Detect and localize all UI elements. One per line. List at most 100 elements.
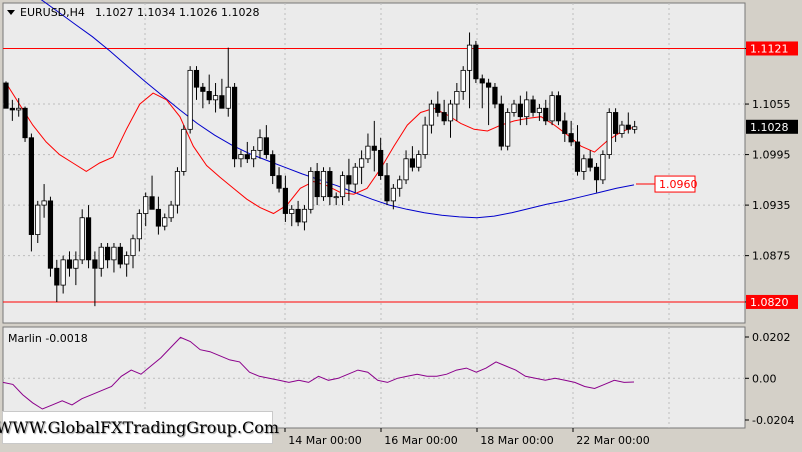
candle-body bbox=[327, 171, 333, 198]
indicator-tick-label: 0.0202 bbox=[752, 331, 791, 344]
candle-body bbox=[111, 246, 117, 261]
support-resistance-levels bbox=[3, 47, 745, 303]
candle-body bbox=[619, 124, 625, 134]
level-label-box bbox=[746, 294, 798, 309]
candle-body bbox=[435, 103, 441, 113]
candle-body bbox=[22, 107, 28, 139]
candle-body bbox=[9, 107, 15, 111]
indicator-tick-label: 0.00 bbox=[752, 372, 777, 385]
chart-menu-triangle-icon[interactable] bbox=[7, 10, 15, 15]
candle-body bbox=[73, 259, 79, 269]
price-tick-label: 1.0935 bbox=[752, 199, 791, 212]
candle-body bbox=[384, 175, 390, 202]
current-price-box bbox=[746, 119, 798, 134]
time-tick-label: 22 Mar 00:00 bbox=[576, 434, 649, 447]
candle-body bbox=[136, 213, 142, 240]
candle-body bbox=[555, 95, 562, 122]
indicator-axis: 0.0202 0.00 -0.0204 bbox=[745, 331, 794, 427]
candle-body bbox=[536, 107, 543, 113]
candle-body bbox=[352, 166, 358, 185]
candle-body bbox=[441, 112, 447, 122]
candle-body bbox=[403, 158, 409, 181]
candle-body bbox=[314, 171, 320, 198]
candle-body bbox=[606, 112, 612, 155]
indicator-label: Marlin -0.0018 bbox=[8, 332, 88, 345]
candle-body bbox=[511, 103, 517, 113]
candle-body bbox=[219, 95, 225, 109]
candle-body bbox=[200, 86, 206, 92]
candle-body bbox=[282, 187, 289, 214]
candle-body bbox=[593, 166, 600, 181]
level-label: 1.0820 bbox=[750, 296, 789, 309]
slow-ma-line bbox=[40, 0, 635, 219]
candle-body bbox=[498, 103, 504, 147]
candle-body bbox=[447, 103, 454, 122]
candle-body bbox=[263, 137, 269, 155]
candle-body bbox=[339, 175, 346, 198]
candle-body bbox=[390, 187, 396, 202]
price-tick-label: 1.0995 bbox=[752, 149, 791, 162]
fast-ma-line bbox=[5, 82, 635, 215]
candle-body bbox=[54, 267, 60, 286]
candle-body bbox=[193, 69, 200, 88]
indicator-tick-label: -0.0204 bbox=[752, 414, 794, 427]
candle-body bbox=[625, 124, 631, 130]
current-price-label: 1.1028 bbox=[750, 121, 789, 134]
candle-body bbox=[85, 217, 92, 261]
moving-averages bbox=[5, 0, 635, 219]
header-ohlc: 1.1027 1.1034 1.1026 1.1028 bbox=[95, 6, 259, 19]
candle-body bbox=[308, 171, 314, 210]
target-label: 1.0960 bbox=[659, 178, 698, 191]
candle-body bbox=[301, 208, 308, 223]
candle-body bbox=[530, 99, 536, 113]
candle-body bbox=[98, 246, 104, 269]
candle-body bbox=[371, 145, 377, 151]
candle-body bbox=[149, 196, 155, 210]
candle-body bbox=[92, 259, 98, 269]
candle-body bbox=[130, 238, 136, 257]
time-tick-label: 18 Mar 00:00 bbox=[480, 434, 553, 447]
candle-body bbox=[257, 137, 263, 151]
candle-body bbox=[105, 246, 111, 261]
candle-body bbox=[320, 171, 327, 198]
grid-ind bbox=[3, 327, 745, 428]
level-label: 1.1121 bbox=[750, 42, 789, 55]
candle-body bbox=[168, 204, 174, 219]
candle-body bbox=[244, 154, 250, 160]
time-axis: 14 Mar 00:00 16 Mar 00:00 18 Mar 00:00 22 M… bbox=[284, 428, 650, 447]
candle-body bbox=[270, 154, 276, 177]
watermark: WWW.GlobalFXTradingGroup.Com bbox=[0, 411, 279, 444]
candle-body bbox=[460, 69, 466, 92]
candles bbox=[3, 32, 638, 307]
candle-body bbox=[416, 154, 422, 168]
candle-body bbox=[143, 196, 149, 214]
candle-body bbox=[251, 149, 257, 160]
candle-body bbox=[409, 158, 416, 168]
candle-body bbox=[422, 124, 428, 155]
price-tick-label: 1.0875 bbox=[752, 250, 791, 263]
candle-body bbox=[492, 86, 498, 105]
candle-body bbox=[587, 158, 593, 168]
price-axis: 1.11211.10551.09951.09351.08751.08201.11… bbox=[745, 41, 798, 309]
candle-body bbox=[41, 200, 47, 206]
candle-body bbox=[365, 145, 371, 160]
candle-body bbox=[485, 82, 492, 88]
candle-body bbox=[549, 95, 555, 122]
time-tick-label: 14 Mar 00:00 bbox=[288, 434, 361, 447]
candle-body bbox=[3, 82, 9, 109]
price-tick-label: 1.1055 bbox=[752, 98, 791, 111]
candle-body bbox=[466, 44, 473, 71]
candle-body bbox=[346, 175, 352, 185]
candle-body bbox=[454, 91, 460, 105]
candle-body bbox=[289, 208, 295, 214]
candle-body bbox=[543, 107, 549, 122]
candle-body bbox=[276, 175, 282, 189]
candle-body bbox=[117, 246, 123, 265]
candle-body bbox=[155, 208, 161, 227]
marlin-line bbox=[2, 336, 635, 410]
candle-body bbox=[174, 171, 181, 206]
candle-body bbox=[378, 149, 384, 177]
candle-body bbox=[181, 128, 187, 172]
candle-body bbox=[187, 69, 193, 130]
